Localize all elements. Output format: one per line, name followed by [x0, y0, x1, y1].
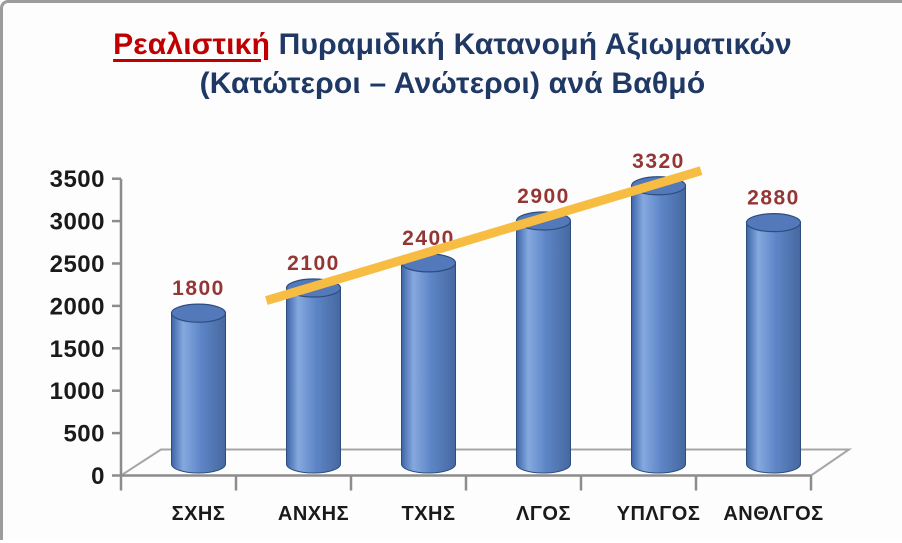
bar-cylinder-ΑΝΘΛΓΟΣ: [745, 213, 802, 474]
chart-title-rest: Πυραμιδική Κατανομή Αξιωματικών: [270, 28, 792, 61]
category-label: ΛΓΟΣ: [516, 503, 571, 525]
category-label: ΥΠΛΓΟΣ: [617, 503, 701, 525]
bar-body: [171, 313, 226, 464]
y-tick-label: 2000: [50, 293, 105, 320]
trend-line: [265, 166, 703, 305]
bar-cylinder-ΛΓΟΣ: [515, 211, 572, 474]
bar-body: [286, 288, 341, 464]
chart-title-emphasis: Ρεαλιστική: [113, 28, 271, 61]
chart-svg: 0500100015002000250030003500180021002400…: [50, 150, 853, 525]
chart-title-line2: (Κατώτεροι – Ανώτεροι) ανά Βαθμό: [199, 67, 706, 100]
category-label: ΑΝΧΗΣ: [278, 503, 349, 525]
bar-cylinder-ΤΧΗΣ: [400, 253, 457, 474]
bar-value-label: 2900: [517, 185, 570, 208]
y-tick-label: 3500: [50, 166, 105, 193]
chart-title-line1: Ρεαλιστική Πυραμιδική Κατανομή Αξιωματικ…: [3, 25, 902, 64]
bar-cylinder-ΣΧΗΣ: [170, 303, 227, 474]
y-tick-label: 1500: [50, 336, 105, 363]
category-label: ΤΧΗΣ: [401, 503, 455, 525]
bar-cylinder-ΑΝΧΗΣ: [285, 278, 342, 474]
category-label: ΑΝΘΛΓΟΣ: [723, 503, 823, 525]
y-tick-label: 500: [63, 421, 105, 448]
category-label: ΣΧΗΣ: [172, 503, 226, 525]
bar-value-label: 2100: [287, 252, 340, 275]
y-tick-label: 2500: [50, 251, 105, 278]
y-tick-label: 1000: [50, 378, 105, 405]
bar-cylinder-ΥΠΛΓΟΣ: [630, 176, 687, 474]
bar-top-ellipse: [170, 303, 227, 323]
floor-plane: [120, 448, 853, 477]
bar-value-label: 1800: [172, 277, 225, 300]
bar-body: [401, 262, 456, 464]
bar-body: [516, 220, 571, 464]
bar-body: [631, 185, 686, 464]
y-tick-label: 3000: [50, 209, 105, 236]
chart-title: Ρεαλιστική Πυραμιδική Κατανομή Αξιωματικ…: [3, 25, 902, 103]
bar-value-label: 3320: [632, 150, 685, 173]
y-tick-label: 0: [91, 463, 105, 490]
bar-top-ellipse: [745, 213, 802, 233]
bar-value-label: 2880: [747, 187, 800, 210]
bar-body: [746, 222, 801, 464]
